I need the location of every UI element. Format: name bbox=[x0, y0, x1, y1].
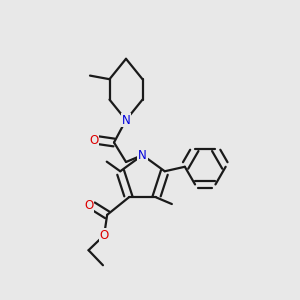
Text: N: N bbox=[138, 148, 147, 162]
Text: O: O bbox=[89, 134, 98, 147]
Text: O: O bbox=[100, 229, 109, 242]
Text: O: O bbox=[84, 199, 94, 212]
Text: N: N bbox=[122, 113, 130, 127]
